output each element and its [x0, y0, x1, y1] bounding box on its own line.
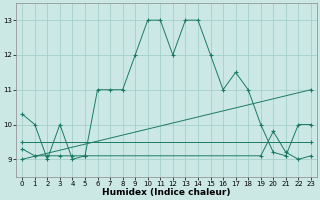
X-axis label: Humidex (Indice chaleur): Humidex (Indice chaleur) [102, 188, 231, 197]
